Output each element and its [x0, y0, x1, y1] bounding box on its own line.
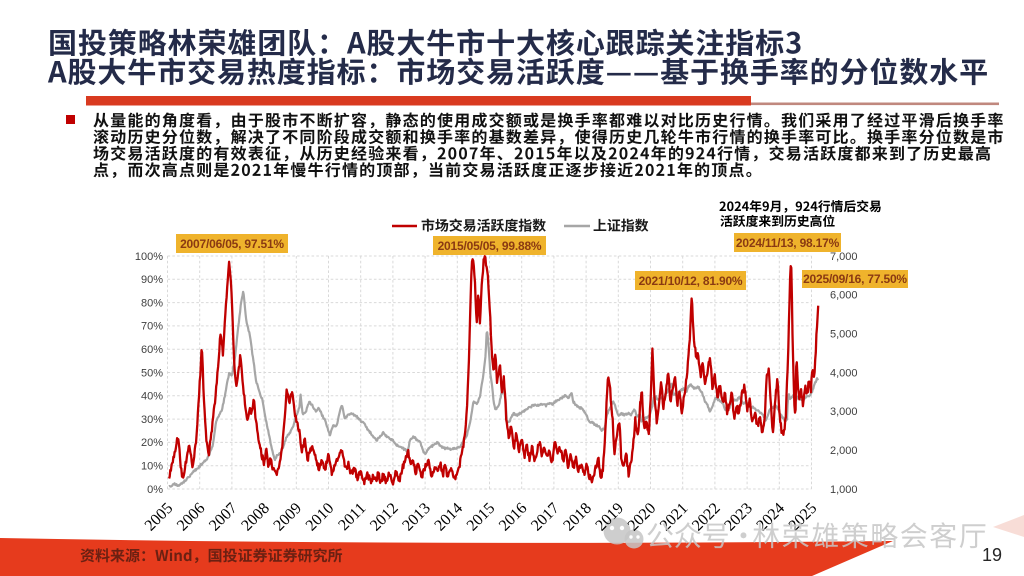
svg-text:3,000: 3,000	[830, 406, 858, 418]
svg-text:2015: 2015	[464, 500, 499, 535]
svg-text:2025/09/16, 77.50%: 2025/09/16, 77.50%	[803, 272, 907, 286]
svg-text:10%: 10%	[141, 461, 163, 473]
svg-text:100%: 100%	[135, 251, 163, 263]
svg-text:2,000: 2,000	[830, 445, 858, 457]
svg-text:4,000: 4,000	[830, 367, 858, 379]
svg-text:30%: 30%	[141, 414, 163, 426]
svg-text:2009: 2009	[270, 500, 305, 535]
svg-text:2013: 2013	[399, 500, 434, 535]
svg-text:2011: 2011	[335, 500, 369, 534]
svg-text:1,000: 1,000	[830, 484, 858, 496]
svg-text:19: 19	[982, 545, 1002, 565]
svg-text:2021: 2021	[657, 500, 692, 535]
svg-text:50%: 50%	[141, 367, 163, 379]
svg-text:2022: 2022	[689, 500, 724, 535]
svg-text:2005: 2005	[142, 500, 177, 535]
svg-text:2018: 2018	[560, 500, 595, 535]
svg-text:5,000: 5,000	[830, 329, 858, 341]
svg-text:2016: 2016	[496, 500, 531, 535]
svg-text:80%: 80%	[141, 297, 163, 309]
svg-text:7,000: 7,000	[830, 251, 858, 263]
svg-text:2006: 2006	[174, 500, 209, 535]
svg-text:2024/11/13, 98.17%: 2024/11/13, 98.17%	[736, 236, 840, 250]
svg-text:2012: 2012	[367, 500, 402, 535]
svg-text:40%: 40%	[141, 391, 163, 403]
svg-text:2015/05/05, 99.88%: 2015/05/05, 99.88%	[438, 239, 542, 253]
svg-text:2007: 2007	[206, 500, 241, 535]
svg-text:2010: 2010	[303, 500, 338, 535]
svg-text:60%: 60%	[141, 344, 163, 356]
svg-text:6,000: 6,000	[830, 290, 858, 302]
svg-text:2008: 2008	[238, 500, 273, 535]
svg-text:90%: 90%	[141, 274, 163, 286]
svg-text:70%: 70%	[141, 321, 163, 333]
svg-text:2021/10/12, 81.90%: 2021/10/12, 81.90%	[639, 274, 743, 288]
svg-text:0%: 0%	[147, 484, 163, 496]
svg-text:2017: 2017	[528, 500, 563, 535]
svg-text:20%: 20%	[141, 437, 163, 449]
svg-text:2023: 2023	[721, 500, 756, 535]
svg-text:2014: 2014	[431, 500, 466, 535]
svg-text:2007/06/05, 97.51%: 2007/06/05, 97.51%	[180, 237, 284, 251]
